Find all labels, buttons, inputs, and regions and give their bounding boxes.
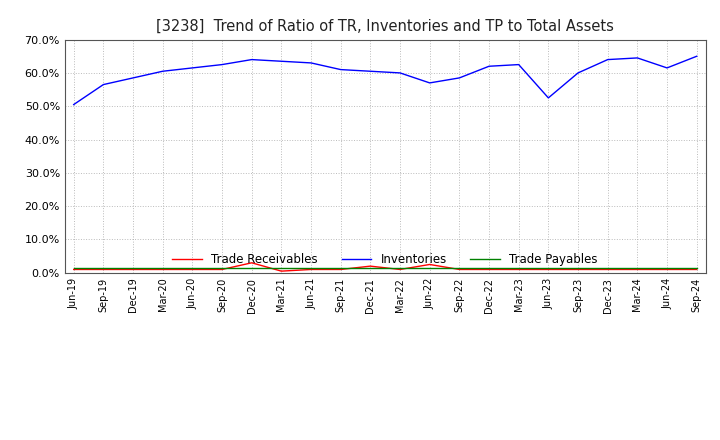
Trade Payables [574,266,582,271]
Trade Payables [188,266,197,271]
Trade Receivables [426,262,434,267]
Trade Payables [396,266,405,271]
Trade Receivables [69,267,78,272]
Trade Receivables [514,267,523,272]
Trade Payables [603,266,612,271]
Trade Payables [277,266,286,271]
Trade Payables [514,266,523,271]
Inventories [188,65,197,70]
Inventories [603,57,612,62]
Trade Receivables [277,268,286,274]
Trade Payables [662,266,671,271]
Trade Receivables [366,264,374,269]
Inventories [99,82,108,87]
Trade Payables [366,266,374,271]
Trade Receivables [574,267,582,272]
Line: Inventories: Inventories [73,56,697,105]
Trade Receivables [129,267,138,272]
Trade Payables [485,266,493,271]
Inventories [129,75,138,81]
Inventories [307,60,315,66]
Inventories [455,75,464,81]
Trade Payables [455,266,464,271]
Trade Payables [693,266,701,271]
Trade Payables [544,266,553,271]
Trade Payables [633,266,642,271]
Inventories [633,55,642,61]
Trade Receivables [248,260,256,265]
Inventories [336,67,345,72]
Trade Receivables [544,267,553,272]
Trade Receivables [662,267,671,272]
Inventories [426,80,434,85]
Trade Receivables [485,267,493,272]
Inventories [396,70,405,76]
Trade Payables [217,266,226,271]
Trade Receivables [307,267,315,272]
Trade Receivables [99,267,108,272]
Inventories [574,70,582,76]
Inventories [693,54,701,59]
Trade Receivables [693,267,701,272]
Trade Payables [307,266,315,271]
Inventories [248,57,256,62]
Trade Payables [129,266,138,271]
Trade Payables [336,266,345,271]
Trade Receivables [217,267,226,272]
Inventories [217,62,226,67]
Trade Payables [426,266,434,271]
Legend: Trade Receivables, Inventories, Trade Payables: Trade Receivables, Inventories, Trade Pa… [166,247,604,271]
Trade Receivables [455,267,464,272]
Inventories [544,95,553,100]
Inventories [277,59,286,64]
Trade Payables [99,266,108,271]
Trade Receivables [188,267,197,272]
Title: [3238]  Trend of Ratio of TR, Inventories and TP to Total Assets: [3238] Trend of Ratio of TR, Inventories… [156,19,614,34]
Line: Trade Receivables: Trade Receivables [73,263,697,271]
Trade Receivables [633,267,642,272]
Inventories [366,69,374,74]
Inventories [485,64,493,69]
Inventories [158,69,167,74]
Inventories [514,62,523,67]
Trade Payables [248,266,256,271]
Trade Receivables [396,267,405,272]
Inventories [69,102,78,107]
Inventories [662,65,671,70]
Trade Receivables [603,267,612,272]
Trade Payables [69,266,78,271]
Trade Receivables [336,267,345,272]
Trade Payables [158,266,167,271]
Trade Receivables [158,267,167,272]
